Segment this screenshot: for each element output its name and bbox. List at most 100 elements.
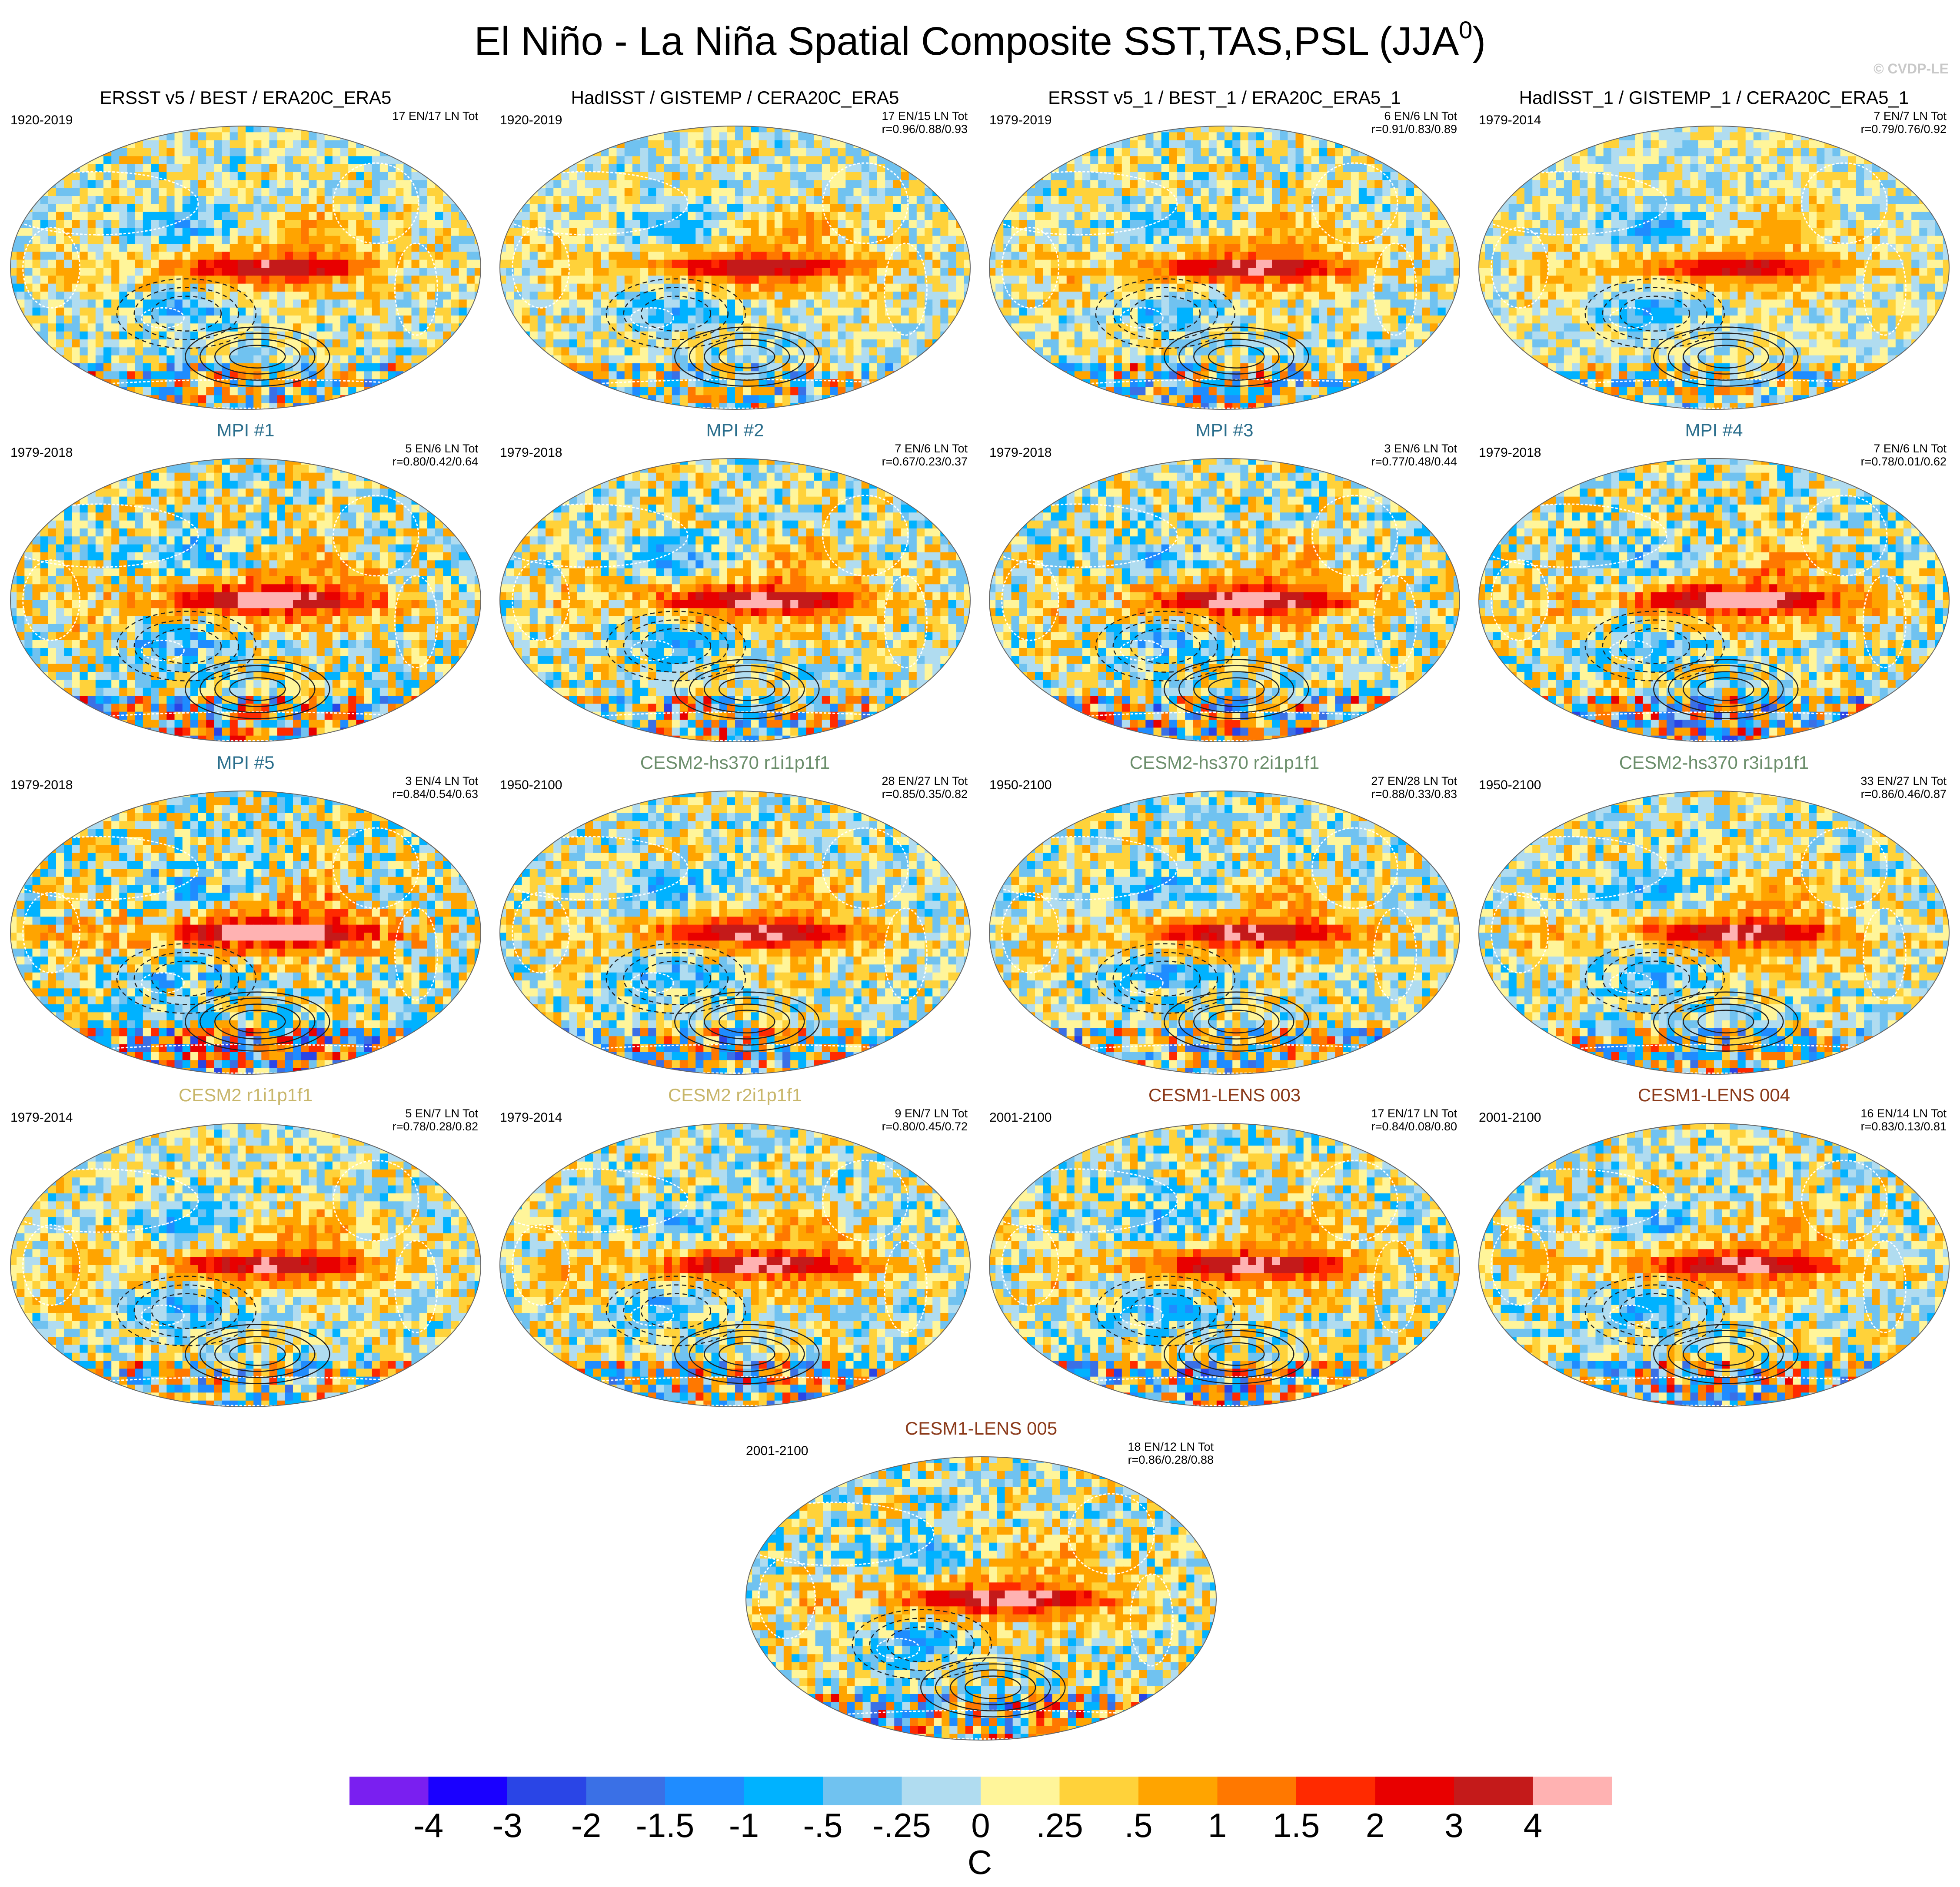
panel-title: MPI #4 (1473, 419, 1955, 441)
panel-stats: 17 EN/15 LN Tot r=0.96/0.88/0.93 (882, 110, 968, 136)
panel-event-count: 17 EN/15 LN Tot (882, 110, 968, 123)
map-panel: MPI #4 1979-2018 7 EN/6 LN Tot r=0.78/0.01/… (1473, 419, 1955, 742)
panel-map (10, 1123, 481, 1407)
colorbar-swatch (586, 1777, 666, 1805)
map-panel: MPI #3 1979-2018 3 EN/6 LN Tot r=0.77/0.48/… (983, 419, 1466, 742)
panel-title: HadISST / GISTEMP / CERA20C_ERA5 (494, 87, 976, 109)
panel-years: 1920-2019 (500, 113, 562, 128)
panel-correlation: r=0.80/0.45/0.72 (882, 1120, 968, 1133)
panel-map (10, 126, 481, 410)
panel-correlation: r=0.78/0.01/0.62 (1861, 455, 1947, 468)
panel-stats: 33 EN/27 LN Tot r=0.86/0.46/0.87 (1860, 774, 1947, 801)
panel-years: 2001-2100 (1479, 1110, 1541, 1125)
map-panel: MPI #2 1979-2018 7 EN/6 LN Tot r=0.67/0.23/… (494, 419, 976, 742)
panel-years: 1979-2018 (1479, 445, 1541, 460)
watermark: © CVDP-LE (1873, 61, 1949, 77)
colorbar-swatch (981, 1777, 1060, 1805)
panel-title: MPI #5 (4, 752, 487, 774)
panel-years: 2001-2100 (989, 1110, 1052, 1125)
colorbar-swatch (1217, 1777, 1297, 1805)
panel-event-count: 16 EN/14 LN Tot (1860, 1107, 1947, 1120)
colorbar-tick-label: 1 (1208, 1806, 1227, 1845)
panel-event-count: 3 EN/6 LN Tot (1371, 442, 1457, 455)
panel-title: MPI #1 (4, 419, 487, 441)
panel-event-count: 17 EN/17 LN Tot (1371, 1107, 1457, 1120)
colorbar-swatch (1533, 1777, 1612, 1805)
colorbar-units: C (968, 1843, 992, 1882)
panel-stats: 6 EN/6 LN Tot r=0.91/0.83/0.89 (1371, 110, 1457, 136)
colorbar-tick-label: -3 (492, 1806, 522, 1845)
panel-correlation: r=0.84/0.08/0.80 (1371, 1120, 1457, 1133)
panel-event-count: 5 EN/7 LN Tot (393, 1107, 478, 1120)
panel-correlation: r=0.84/0.54/0.63 (393, 787, 478, 801)
map-panel: HadISST_1 / GISTEMP_1 / CERA20C_ERA5_1 19… (1473, 87, 1955, 410)
colorbar-swatch (665, 1777, 744, 1805)
panel-title: CESM1-LENS 005 (740, 1418, 1222, 1439)
panel-title: CESM2-hs370 r2i1p1f1 (983, 752, 1466, 774)
panel-title: CESM2-hs370 r1i1p1f1 (494, 752, 976, 774)
colorbar-tick-label: -1 (729, 1806, 759, 1845)
panel-title: CESM1-LENS 004 (1473, 1084, 1955, 1106)
panel-years: 1950-2100 (500, 778, 562, 793)
panel-stats: 3 EN/6 LN Tot r=0.77/0.48/0.44 (1371, 442, 1457, 468)
panel-correlation: r=0.67/0.23/0.37 (882, 455, 968, 468)
panel-stats: 3 EN/4 LN Tot r=0.84/0.54/0.63 (393, 774, 478, 801)
map-panel: CESM1-LENS 004 2001-2100 16 EN/14 LN Tot r=… (1473, 1084, 1955, 1407)
panel-title: CESM2-hs370 r3i1p1f1 (1473, 752, 1955, 774)
colorbar-swatch (1059, 1777, 1139, 1805)
panel-event-count: 7 EN/6 LN Tot (1861, 442, 1947, 455)
panel-correlation: r=0.78/0.28/0.82 (393, 1120, 478, 1133)
panel-stats: 17 EN/17 LN Tot r=0.84/0.08/0.80 (1371, 1107, 1457, 1133)
panel-correlation: r=0.85/0.35/0.82 (882, 787, 968, 801)
panel-stats: 9 EN/7 LN Tot r=0.80/0.45/0.72 (882, 1107, 968, 1133)
map-panel: CESM2 r1i1p1f1 1979-2014 5 EN/7 LN Tot r=0.… (4, 1084, 487, 1407)
panel-map (10, 458, 481, 742)
panel-map (1478, 126, 1950, 410)
panel-map (989, 458, 1460, 742)
colorbar-tick-label: 0 (971, 1806, 990, 1845)
panel-correlation: r=0.88/0.33/0.83 (1371, 787, 1457, 801)
panel-event-count: 7 EN/6 LN Tot (882, 442, 968, 455)
map-panel: HadISST / GISTEMP / CERA20C_ERA5 1920-201… (494, 87, 976, 410)
figure-title-text: El Niño - La Niña Spatial Composite SST,… (474, 19, 1459, 63)
colorbar-swatch (902, 1777, 981, 1805)
colorbar-tick-label: 3 (1444, 1806, 1463, 1845)
panel-map (989, 126, 1460, 410)
colorbar-swatch (507, 1777, 586, 1805)
figure-title: El Niño - La Niña Spatial Composite SST,… (0, 17, 1960, 65)
panel-map (499, 126, 971, 410)
colorbar-tick-label: -1.5 (636, 1806, 694, 1845)
panel-years: 1979-2018 (10, 445, 73, 460)
panel-correlation: r=0.86/0.28/0.88 (1128, 1453, 1214, 1466)
panel-event-count: 33 EN/27 LN Tot (1860, 774, 1947, 787)
panel-title: CESM2 r1i1p1f1 (4, 1084, 487, 1106)
panel-title: MPI #3 (983, 419, 1466, 441)
panel-years: 1979-2018 (10, 778, 73, 793)
panel-map (1478, 791, 1950, 1075)
panel-years: 1979-2018 (500, 445, 562, 460)
panel-stats: 5 EN/6 LN Tot r=0.80/0.42/0.64 (393, 442, 478, 468)
panel-event-count: 5 EN/6 LN Tot (393, 442, 478, 455)
panel-map (499, 458, 971, 742)
panel-stats: 17 EN/17 LN Tot (392, 110, 478, 123)
colorbar-tick-label: -.5 (803, 1806, 842, 1845)
panel-event-count: 28 EN/27 LN Tot (882, 774, 968, 787)
panel-correlation: r=0.79/0.76/0.92 (1861, 123, 1947, 136)
colorbar-swatch (428, 1777, 508, 1805)
panel-years: 1979-2014 (10, 1110, 73, 1125)
map-panel: MPI #1 1979-2018 5 EN/6 LN Tot r=0.80/0.42/… (4, 419, 487, 742)
panel-correlation: r=0.83/0.13/0.81 (1860, 1120, 1947, 1133)
colorbar-swatch (1138, 1777, 1218, 1805)
panel-years: 1950-2100 (989, 778, 1052, 793)
panel-correlation: r=0.91/0.83/0.89 (1371, 123, 1457, 136)
panel-years: 1920-2019 (10, 113, 73, 128)
panel-map (1478, 458, 1950, 742)
panel-title: CESM1-LENS 003 (983, 1084, 1466, 1106)
panel-map (989, 1123, 1460, 1407)
colorbar-tick-label: 4 (1524, 1806, 1542, 1845)
map-panel: CESM1-LENS 003 2001-2100 17 EN/17 LN Tot r=… (983, 1084, 1466, 1407)
panel-stats: 7 EN/7 LN Tot r=0.79/0.76/0.92 (1861, 110, 1947, 136)
panel-title: ERSST v5 / BEST / ERA20C_ERA5 (4, 87, 487, 109)
map-panel: CESM2-hs370 r3i1p1f1 1950-2100 33 EN/27 LN… (1473, 752, 1955, 1075)
figure-title-suffix: ) (1472, 19, 1486, 63)
